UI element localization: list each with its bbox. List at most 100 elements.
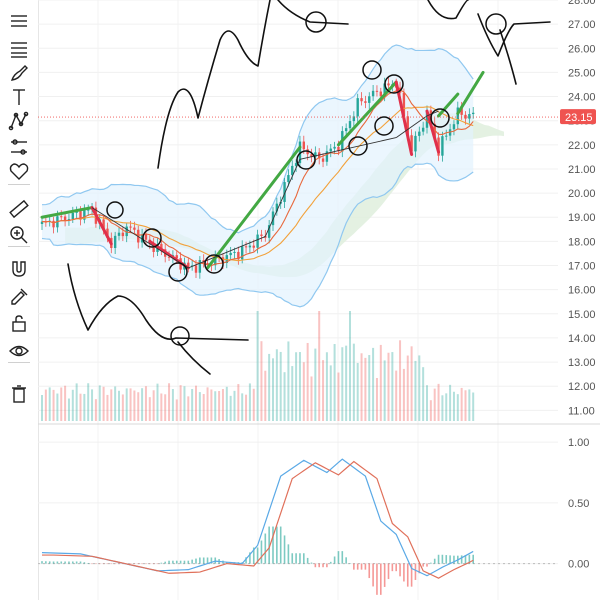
ink-stroke [177,341,211,375]
volume-bar [233,390,236,421]
eye-icon[interactable] [5,338,33,364]
candle-body [129,226,132,228]
osc-histogram-bar [129,563,132,565]
trash-icon[interactable] [5,380,33,406]
ink-pivot-circle [142,228,162,248]
bb-lower-line [41,162,474,308]
volume-bar [218,390,221,421]
volume-bar [341,347,344,421]
volume-bar [352,343,355,421]
lock-drawing-icon[interactable] [5,282,33,308]
volume-bar [237,384,240,421]
osc-histogram-bar [68,561,70,564]
price-tick-label: 25.00 [568,67,596,79]
volume-bar [406,355,409,421]
osc-histogram-bar [464,555,467,564]
volume-bar [52,389,55,421]
volume-bar [252,388,255,421]
candle-body [410,135,413,152]
volume-bar [110,389,113,421]
osc-histogram-bar [137,563,140,565]
candle-body [456,107,459,125]
osc-histogram-bar [468,554,471,564]
volume-bar [314,348,317,421]
volume-bar [426,385,428,421]
osc-histogram-bar [83,562,86,564]
volume-bar [337,372,340,421]
ruler-icon[interactable] [5,196,33,222]
osc-histogram-bar [187,560,190,564]
osc-histogram-bar [445,555,448,564]
price-tick-label: 24.00 [568,92,596,104]
candle-body [287,175,290,183]
osc-histogram-bar [75,561,78,564]
volume-bar [148,397,151,421]
osc-histogram-bar [430,562,432,564]
volume-bar [306,342,309,421]
osc-histogram-bar [433,558,436,564]
ink-pivot-circle [106,201,124,219]
candle-body [106,228,109,238]
osc-histogram-bar [102,563,105,565]
magnet-icon[interactable] [5,256,33,282]
volume-bar [245,394,248,421]
text-icon[interactable] [5,84,33,110]
osc-histogram-bar [314,563,317,568]
osc-tick-label: 0.50 [568,498,589,510]
candle-body [298,141,302,164]
volume-bar [452,391,455,421]
volume-bar [60,387,63,421]
candle-body [206,262,209,265]
volume-bar [399,340,402,421]
osc-histogram-bar [287,544,290,564]
osc-slow-line [42,460,474,579]
volume-bar [241,393,244,421]
candle-body [402,92,406,117]
volume-bar [152,390,155,421]
heart-icon[interactable] [5,158,33,184]
volume-bar [322,360,325,421]
osc-histogram-bar [403,563,405,582]
osc-histogram-bar [472,554,474,564]
osc-histogram-bar [399,563,401,577]
osc-histogram-bar [172,560,174,564]
volume-bar [291,366,294,421]
candle-body [140,234,144,243]
candle-body [321,158,325,162]
volume-bar [387,352,390,421]
candle-body [237,251,240,260]
candle-body [60,216,63,218]
candle-body [314,152,317,158]
volume-bar [410,346,413,421]
osc-histogram-bar [303,553,305,564]
price-tick-label: 16.00 [568,285,596,297]
lock-icon[interactable] [5,310,33,336]
osc-histogram-bar [164,561,166,564]
candle-body [302,141,305,150]
volume-bar [214,391,217,421]
bb-upper-line [41,44,474,234]
osc-histogram-bar [329,561,332,564]
zigzag-down-leg [90,206,113,246]
pattern-icon[interactable] [5,108,33,134]
volume-bar [171,389,174,421]
volume-bar [283,372,286,421]
measure-lines-icon[interactable] [5,134,33,160]
zoom-in-icon[interactable] [5,222,33,248]
ink-pivot-circle [374,116,394,136]
brush-icon[interactable] [5,60,33,86]
volume-bar [44,389,47,421]
volume-bar [372,347,375,421]
osc-histogram-bar [260,540,263,564]
trend-lines-icon[interactable] [5,36,33,62]
volume-bar [198,392,201,421]
candle-body [63,216,67,221]
volume-bar [345,345,348,421]
chart-area[interactable]: 28.0027.0026.0025.0024.0023.0022.0021.00… [38,0,600,600]
crosshair-lines-icon[interactable] [5,8,33,34]
ink-projected-up-leg [456,70,485,115]
volume-bar [449,384,452,421]
osc-histogram-bar [345,557,347,564]
osc-histogram-bar [437,554,440,564]
volume-bar [202,394,205,421]
